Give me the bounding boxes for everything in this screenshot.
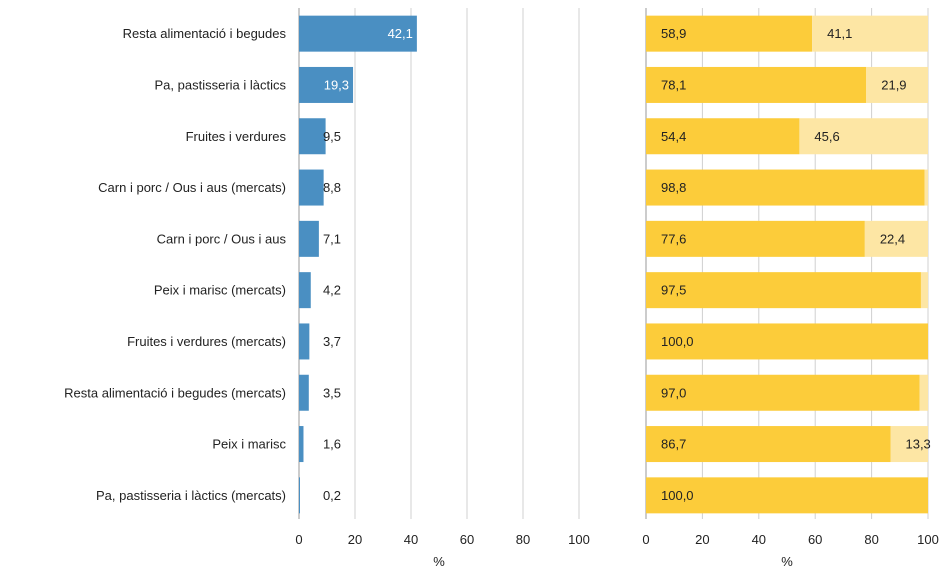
segment-value-label: 78,1 — [661, 77, 686, 92]
left-tick-label: 80 — [516, 532, 530, 547]
segment-value-label: 100,0 — [661, 334, 694, 349]
bar-value-label: 4,2 — [323, 283, 341, 298]
bar-value-label: 9,5 — [323, 129, 341, 144]
bar-segment-secondary — [866, 66, 928, 103]
bar — [299, 477, 300, 514]
bar — [299, 118, 326, 155]
bar-segment-secondary — [920, 272, 928, 309]
right-stacked-bar-chart: 0 20 40 60 80 100% 58,9 41,1 78,1 21,9 54,4 45,6 98,… — [642, 8, 939, 569]
segment-value-label: 45,6 — [814, 129, 839, 144]
bar-segment-secondary — [890, 426, 928, 463]
bar-segment-secondary — [812, 15, 928, 52]
bar-value-label: 3,5 — [323, 385, 341, 400]
category-label: Pa, pastisseria i làctics (mercats) — [96, 488, 286, 503]
bar — [299, 66, 354, 103]
bar — [299, 323, 310, 360]
bar-segment-primary — [646, 66, 867, 103]
right-tick-label: 60 — [808, 532, 822, 547]
bar — [299, 426, 304, 463]
left-tick-label: 60 — [460, 532, 474, 547]
category-label: Fruites i verdures (mercats) — [127, 334, 286, 349]
segment-value-label: 13,3 — [905, 437, 930, 452]
bar-value-label: 8,8 — [323, 180, 341, 195]
segment-value-label: 86,7 — [661, 437, 686, 452]
bar-value-label: 1,6 — [323, 437, 341, 452]
bar-segment-secondary — [924, 169, 928, 206]
category-label: Pa, pastisseria i làctics — [155, 77, 287, 92]
bar-value-label: 42,1 — [388, 26, 413, 41]
left-tick-label: 100 — [568, 532, 590, 547]
right-tick-label: 40 — [752, 532, 766, 547]
category-label: Resta alimentació i begudes (mercats) — [64, 385, 286, 400]
bar-segment-primary — [646, 118, 800, 155]
segment-value-label: 98,8 — [661, 180, 686, 195]
segment-value-label: 22,4 — [880, 231, 905, 246]
bar — [299, 374, 309, 411]
bar-value-label: 3,7 — [323, 334, 341, 349]
bar — [299, 15, 417, 52]
bar-segment-secondary — [799, 118, 928, 155]
segment-value-label: 58,9 — [661, 26, 686, 41]
segment-value-label: 97,5 — [661, 283, 686, 298]
segment-value-label: 41,1 — [827, 26, 852, 41]
segment-value-label: 100,0 — [661, 488, 694, 503]
right-axis-label: % — [781, 554, 793, 569]
left-axis-label: % — [433, 554, 445, 569]
bar — [299, 272, 311, 309]
bar-segment-primary — [646, 169, 925, 206]
category-label: Peix i marisc — [212, 437, 286, 452]
bar-segment-primary — [646, 477, 928, 514]
bar-segment-primary — [646, 323, 928, 360]
bar-segment-secondary — [864, 220, 928, 257]
right-tick-label: 100 — [917, 532, 939, 547]
bar-segment-primary — [646, 374, 920, 411]
category-label: Resta alimentació i begudes — [123, 26, 287, 41]
category-label: Carn i porc / Ous i aus (mercats) — [98, 180, 286, 195]
bar-segment-secondary — [919, 374, 928, 411]
left-tick-label: 0 — [295, 532, 302, 547]
left-tick-label: 20 — [348, 532, 362, 547]
right-tick-label: 80 — [864, 532, 878, 547]
category-label: Carn i porc / Ous i aus — [157, 231, 287, 246]
bar-segment-primary — [646, 272, 921, 309]
bar-segment-primary — [646, 220, 865, 257]
segment-value-label: 97,0 — [661, 385, 686, 400]
segment-value-label: 21,9 — [881, 77, 906, 92]
category-label: Peix i marisc (mercats) — [154, 283, 286, 298]
bar-segment-primary — [646, 426, 891, 463]
right-tick-label: 20 — [695, 532, 709, 547]
bar-value-label: 7,1 — [323, 231, 341, 246]
bar — [299, 169, 324, 206]
category-label: Fruites i verdures — [186, 129, 287, 144]
segment-value-label: 54,4 — [661, 129, 686, 144]
bar-segment-primary — [646, 15, 813, 52]
segment-value-label: 77,6 — [661, 231, 686, 246]
bar — [299, 220, 319, 257]
left-bar-chart: 0 20 40 60 80 100% Resta alimentació i begudes… — [64, 8, 590, 569]
bar-value-label: 0,2 — [323, 488, 341, 503]
left-tick-label: 40 — [404, 532, 418, 547]
bar-value-label: 19,3 — [324, 77, 349, 92]
right-tick-label: 0 — [642, 532, 649, 547]
